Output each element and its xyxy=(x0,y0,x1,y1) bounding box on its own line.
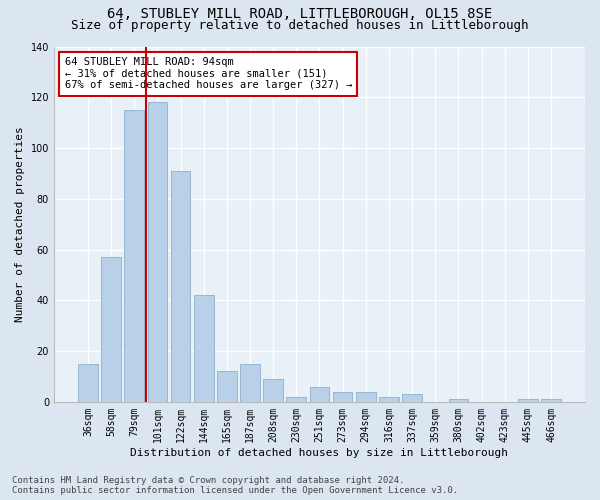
Bar xyxy=(333,392,352,402)
Bar xyxy=(240,364,260,402)
Bar xyxy=(170,171,190,402)
Bar xyxy=(263,379,283,402)
Bar xyxy=(124,110,144,402)
Bar xyxy=(310,386,329,402)
Bar xyxy=(379,397,399,402)
Bar xyxy=(356,392,376,402)
Bar xyxy=(286,397,306,402)
Bar xyxy=(194,295,214,402)
Bar xyxy=(449,400,468,402)
X-axis label: Distribution of detached houses by size in Littleborough: Distribution of detached houses by size … xyxy=(130,448,508,458)
Bar xyxy=(148,102,167,402)
Bar xyxy=(518,400,538,402)
Text: 64, STUBLEY MILL ROAD, LITTLEBOROUGH, OL15 8SE: 64, STUBLEY MILL ROAD, LITTLEBOROUGH, OL… xyxy=(107,8,493,22)
Bar xyxy=(217,372,236,402)
Bar xyxy=(101,257,121,402)
Text: 64 STUBLEY MILL ROAD: 94sqm
← 31% of detached houses are smaller (151)
67% of se: 64 STUBLEY MILL ROAD: 94sqm ← 31% of det… xyxy=(65,57,352,90)
Bar xyxy=(402,394,422,402)
Y-axis label: Number of detached properties: Number of detached properties xyxy=(15,126,25,322)
Bar xyxy=(541,400,561,402)
Text: Contains HM Land Registry data © Crown copyright and database right 2024.
Contai: Contains HM Land Registry data © Crown c… xyxy=(12,476,458,495)
Bar xyxy=(78,364,98,402)
Text: Size of property relative to detached houses in Littleborough: Size of property relative to detached ho… xyxy=(71,19,529,32)
